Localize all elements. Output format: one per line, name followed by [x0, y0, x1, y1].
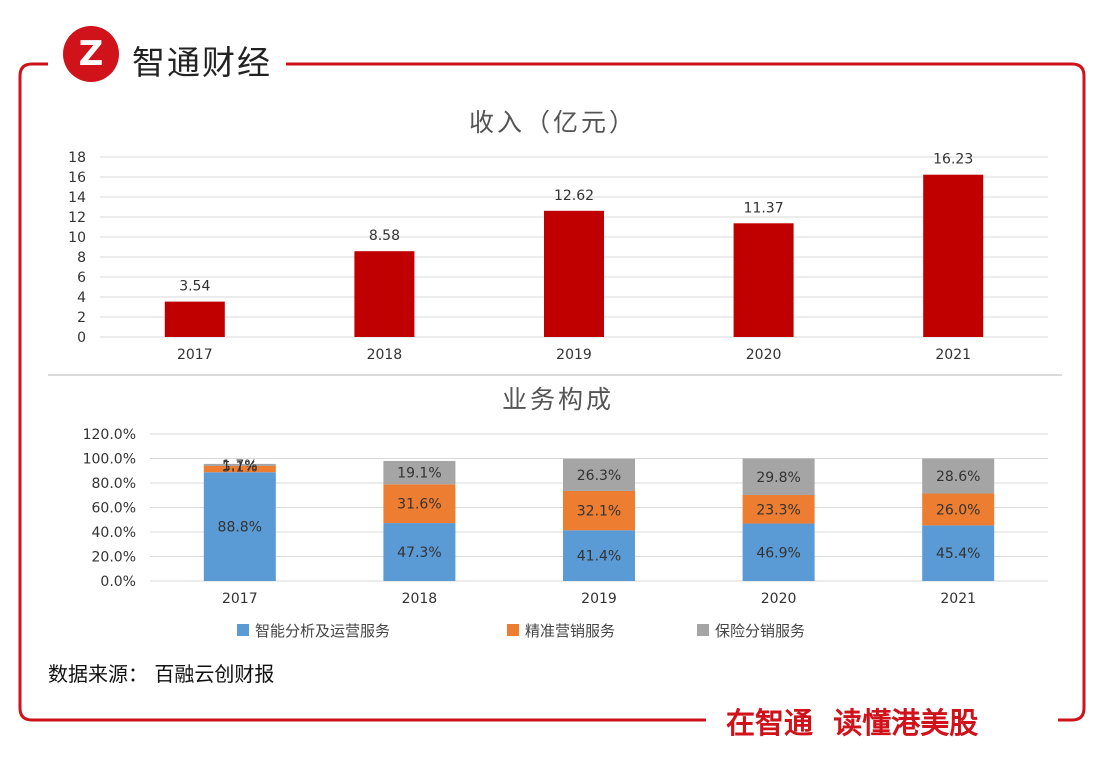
legend-label: 精准营销服务 — [525, 622, 615, 640]
composition-data-label: 1.7% — [222, 458, 258, 474]
revenue-y-tick: 12 — [68, 210, 86, 226]
revenue-x-tick: 2017 — [177, 347, 213, 363]
revenue-y-tick: 4 — [77, 290, 86, 306]
composition-x-tick: 2021 — [940, 591, 976, 607]
composition-y-tick: 20.0% — [92, 550, 136, 566]
composition-y-tick: 60.0% — [92, 501, 136, 517]
legend-label: 智能分析及运营服务 — [255, 622, 390, 640]
composition-segment — [922, 458, 995, 494]
legend-label: 保险分销服务 — [715, 622, 805, 640]
composition-segment — [203, 463, 276, 466]
revenue-chart-title: 收入（亿元） — [469, 108, 637, 137]
revenue-x-tick: 2021 — [935, 347, 971, 363]
revenue-y-tick: 16 — [68, 170, 86, 186]
composition-x-tick: 2017 — [222, 591, 258, 607]
revenue-y-tick: 8 — [77, 250, 86, 266]
revenue-x-tick: 2019 — [556, 347, 592, 363]
revenue-x-tick: 2018 — [367, 347, 403, 363]
composition-data-label: 45.4% — [936, 546, 980, 562]
composition-data-label: 23.3% — [756, 502, 800, 518]
composition-segment — [742, 523, 815, 581]
revenue-bar — [354, 251, 415, 337]
revenue-y-tick: 6 — [77, 270, 86, 286]
revenue-data-label: 3.54 — [179, 279, 210, 295]
composition-data-label: 32.1% — [577, 504, 621, 520]
composition-segment — [922, 493, 995, 526]
revenue-y-tick: 2 — [77, 310, 86, 326]
composition-data-label: 5.1% — [222, 460, 258, 476]
legend-swatch — [697, 624, 709, 636]
revenue-y-tick: 0 — [77, 330, 86, 346]
composition-data-label: 28.6% — [936, 469, 980, 485]
revenue-bar — [544, 210, 604, 337]
composition-segment — [203, 465, 276, 473]
revenue-bar — [923, 174, 984, 337]
composition-segment — [742, 458, 815, 496]
revenue-y-tick: 18 — [68, 150, 86, 166]
composition-segment — [563, 458, 635, 491]
composition-x-tick: 2019 — [581, 591, 617, 607]
brand-name: 智通财经 — [132, 43, 272, 82]
composition-x-tick: 2018 — [402, 591, 438, 607]
composition-chart-title: 业务构成 — [502, 385, 614, 414]
revenue-y-tick: 14 — [68, 190, 86, 206]
composition-data-label: 41.4% — [577, 549, 621, 565]
composition-data-label: 88.8% — [218, 520, 262, 536]
composition-segment — [383, 460, 456, 485]
revenue-bar — [733, 223, 794, 337]
revenue-data-label: 16.23 — [933, 152, 973, 168]
composition-y-tick: 120.0% — [83, 427, 136, 443]
revenue-data-label: 12.62 — [554, 188, 594, 204]
revenue-bar — [164, 301, 225, 337]
composition-y-tick: 80.0% — [92, 476, 136, 492]
composition-y-tick: 0.0% — [100, 574, 136, 590]
composition-segment — [383, 484, 456, 524]
composition-data-label: 26.3% — [577, 468, 621, 484]
legend-swatch — [507, 624, 519, 636]
revenue-y-tick: 10 — [68, 230, 86, 246]
composition-data-label: 26.0% — [936, 502, 980, 518]
composition-data-label: 19.1% — [397, 466, 441, 482]
composition-segment — [922, 525, 995, 581]
brand-logo: Z — [63, 26, 119, 82]
legend-swatch — [237, 624, 249, 636]
composition-data-label: 29.8% — [756, 470, 800, 486]
composition-segment — [203, 472, 276, 581]
composition-segment — [563, 490, 635, 531]
composition-data-label: 47.3% — [397, 545, 441, 561]
composition-data-label: 46.9% — [756, 545, 800, 561]
composition-x-tick: 2020 — [761, 591, 797, 607]
composition-segment — [563, 530, 635, 581]
composition-y-tick: 100.0% — [83, 452, 136, 468]
revenue-data-label: 11.37 — [744, 200, 784, 216]
revenue-x-tick: 2020 — [746, 347, 782, 363]
composition-segment — [383, 523, 456, 581]
composition-data-label: 31.6% — [397, 497, 441, 513]
composition-y-tick: 40.0% — [92, 525, 136, 541]
slogan: 在智通 读懂港美股 — [726, 706, 979, 740]
composition-segment — [742, 495, 815, 524]
source-note: 数据来源： 百融云创财报 — [48, 662, 275, 686]
revenue-data-label: 8.58 — [369, 228, 400, 244]
